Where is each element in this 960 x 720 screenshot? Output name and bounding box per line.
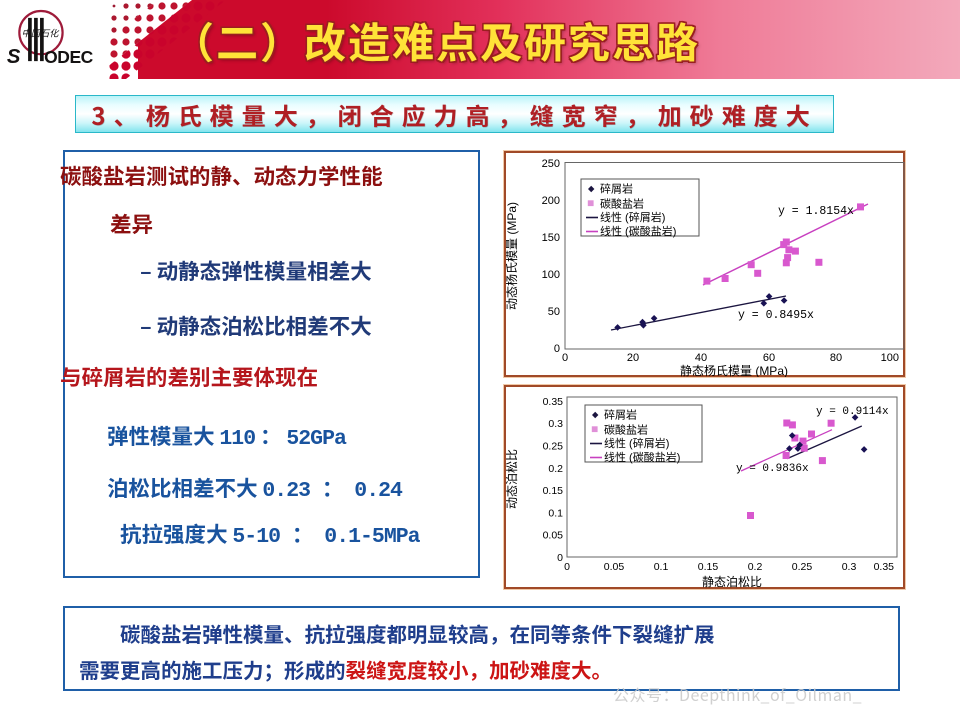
svg-text:200: 200	[542, 195, 560, 207]
svg-text:150: 150	[542, 232, 560, 244]
svg-text:碎屑岩: 碎屑岩	[604, 408, 637, 422]
svg-text:ODEC: ODEC	[44, 47, 93, 67]
svg-text:0: 0	[562, 352, 568, 364]
svg-text:0.2: 0.2	[748, 561, 763, 573]
svg-text:0.15: 0.15	[543, 485, 564, 497]
svg-text:线性 (碳酸盐岩): 线性 (碳酸盐岩)	[604, 450, 680, 464]
svg-text:碳酸盐岩: 碳酸盐岩	[604, 423, 648, 437]
svg-text:0: 0	[557, 552, 563, 564]
svg-text:线性 (碎屑岩): 线性 (碎屑岩)	[600, 210, 665, 224]
svg-text:y = 0.8495x: y = 0.8495x	[738, 309, 814, 322]
svg-text:S: S	[7, 46, 21, 68]
svg-text:0.05: 0.05	[543, 530, 564, 542]
svg-text:0.25: 0.25	[543, 441, 564, 453]
svg-text:动态杨氏模量 (MPa): 动态杨氏模量 (MPa)	[506, 202, 519, 310]
svg-text:y = 0.9836x: y = 0.9836x	[736, 463, 809, 475]
svg-text:静态杨氏模量 (MPa): 静态杨氏模量 (MPa)	[680, 363, 788, 378]
svg-text:40: 40	[695, 352, 707, 364]
svg-text:100: 100	[542, 269, 560, 281]
svg-text:0.35: 0.35	[543, 396, 564, 408]
svg-text:线性 (碎屑岩): 线性 (碎屑岩)	[604, 436, 669, 450]
svg-text:0: 0	[564, 561, 570, 573]
svg-text:250: 250	[542, 158, 560, 170]
svg-text:60: 60	[763, 352, 775, 364]
svg-text:线性 (碳酸盐岩): 线性 (碳酸盐岩)	[600, 224, 676, 238]
svg-text:碳酸盐岩: 碳酸盐岩	[600, 197, 644, 211]
svg-text:20: 20	[627, 352, 639, 364]
svg-text:100: 100	[881, 352, 899, 364]
svg-text:y = 0.9114x: y = 0.9114x	[816, 406, 889, 418]
svg-text:80: 80	[830, 352, 842, 364]
svg-text:0.05: 0.05	[604, 561, 625, 573]
svg-text:50: 50	[548, 306, 560, 318]
svg-text:0.1: 0.1	[548, 507, 563, 519]
svg-text:静态泊松比: 静态泊松比	[702, 575, 762, 589]
svg-text:0.3: 0.3	[548, 418, 563, 430]
svg-text:0.35: 0.35	[874, 561, 895, 573]
svg-text:y = 1.8154x: y = 1.8154x	[778, 205, 854, 218]
svg-text:动态泊松比: 动态泊松比	[506, 449, 519, 509]
svg-text:0.1: 0.1	[654, 561, 669, 573]
svg-text:0.2: 0.2	[548, 463, 563, 475]
svg-text:0.3: 0.3	[842, 561, 857, 573]
svg-text:0.15: 0.15	[698, 561, 719, 573]
svg-text:碎屑岩: 碎屑岩	[600, 182, 633, 196]
svg-text:0: 0	[554, 343, 560, 355]
svg-text:0.25: 0.25	[792, 561, 813, 573]
